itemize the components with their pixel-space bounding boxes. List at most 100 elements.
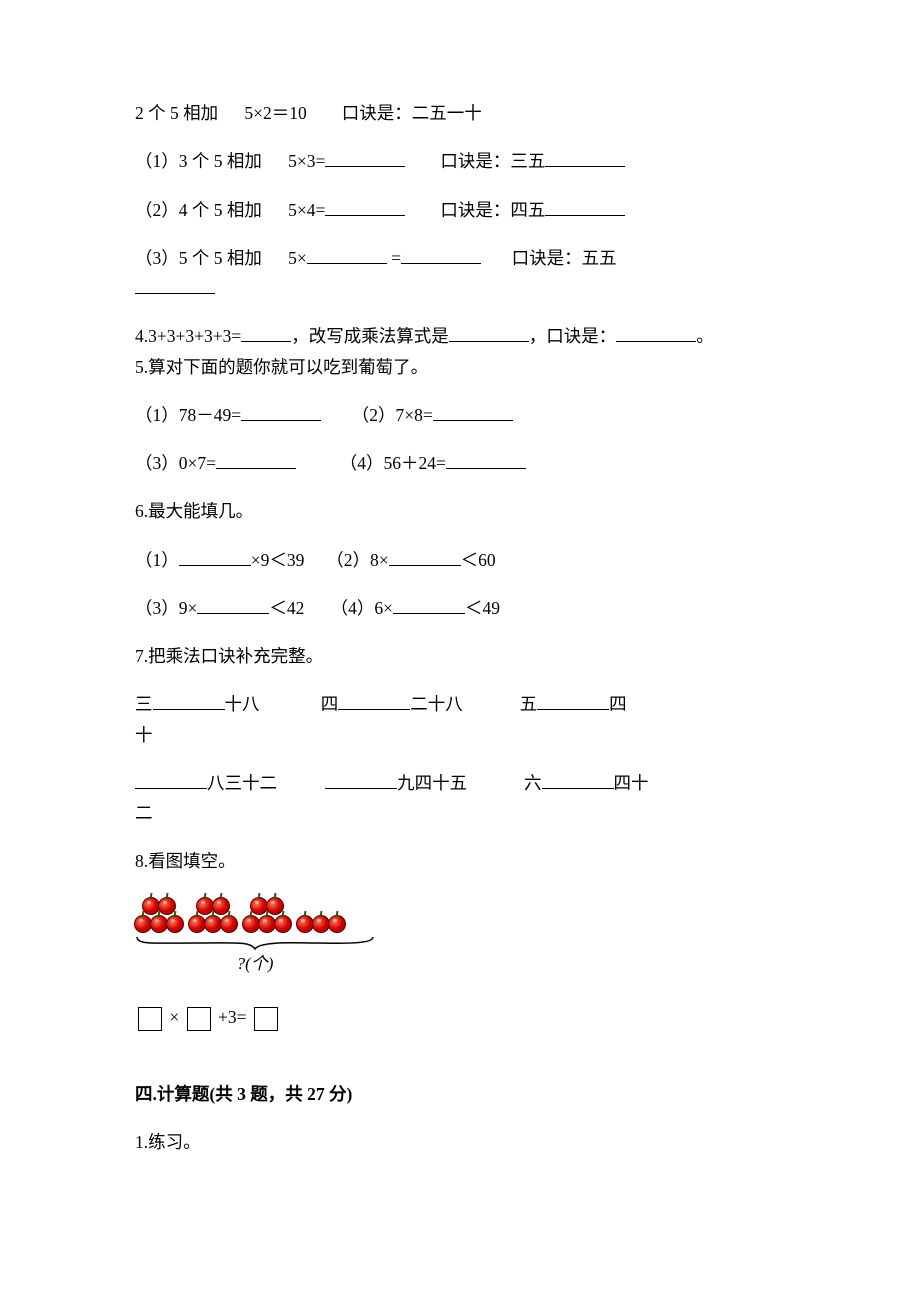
q7r1c-post: 四 <box>609 694 627 714</box>
q4-line: 4.3+3+3+3+3= ，改写成乘法算式是 ，口诀是： 。 <box>135 323 790 349</box>
q7r1b-pre: 四 <box>321 694 339 714</box>
q4-end: 。 <box>696 326 714 346</box>
cherry-group <box>135 897 183 933</box>
q6d-post: ＜49 <box>465 598 500 618</box>
section-4-q1: 1.练习。 <box>135 1129 790 1155</box>
blank[interactable] <box>325 770 397 789</box>
blank[interactable] <box>433 402 513 421</box>
q1-mn: 口诀是：三五 <box>440 151 545 171</box>
q6b-pre: （2）8× <box>326 550 388 570</box>
q3-eq: = <box>387 248 401 268</box>
blank[interactable] <box>135 276 215 295</box>
brace: ?(个) <box>135 935 375 977</box>
q7r1a-post: 十八 <box>225 694 260 714</box>
q5-row2: （3）0×7= （4）56＋24= <box>135 450 790 476</box>
example-line: 2 个 5 相加 5×2＝10 口诀是：二五一十 <box>135 100 790 126</box>
cherry-icon <box>166 915 184 933</box>
q5a: （1）78－49= <box>135 405 241 425</box>
q7r2c-post: 四十 <box>614 773 649 793</box>
blank[interactable] <box>616 324 696 343</box>
cherry-icon <box>328 915 346 933</box>
answer-box[interactable] <box>254 1007 278 1031</box>
ex-desc: 2 个 5 相加 <box>135 103 218 123</box>
q6c-post: ＜42 <box>269 598 304 618</box>
q7r2b-post: 九四十五 <box>397 773 467 793</box>
answer-box[interactable] <box>187 1007 211 1031</box>
q7-row2-tail: 二 <box>135 800 790 826</box>
q2-desc: 4 个 5 相加 <box>179 200 262 220</box>
cherry-group <box>243 897 291 933</box>
q7r2a-post: 八三十二 <box>207 773 277 793</box>
blank[interactable] <box>325 197 405 216</box>
blank[interactable] <box>545 197 625 216</box>
q1-expr: 5×3= <box>288 151 325 171</box>
q7r1b-post: 二十八 <box>410 694 463 714</box>
q6-row1: （1） ×9＜39 （2）8× ＜60 <box>135 547 790 573</box>
q6-row2: （3）9×＜42 （4）6×＜49 <box>135 595 790 621</box>
q7-title: 7.把乘法口诀补充完整。 <box>135 643 790 669</box>
blank[interactable] <box>446 451 526 470</box>
blank[interactable] <box>545 149 625 168</box>
q7r1c-pre: 五 <box>520 694 538 714</box>
section-4-heading: 四.计算题(共 3 题，共 27 分) <box>135 1081 790 1107</box>
answer-box[interactable] <box>138 1007 162 1031</box>
q7-row1: 三 十八 四 二十八 五 四 <box>135 691 790 717</box>
q3-tail-blank <box>135 275 790 301</box>
blank[interactable] <box>449 324 529 343</box>
blank[interactable] <box>393 595 465 614</box>
blank[interactable] <box>542 770 614 789</box>
q4-m2: ，口诀是： <box>529 326 617 346</box>
cherry-figure: ?(个) <box>135 897 790 977</box>
ex-mn-label: 口诀是： <box>342 103 412 123</box>
blank[interactable] <box>401 245 481 264</box>
blank[interactable] <box>325 149 405 168</box>
cherry-groups <box>135 897 790 933</box>
q4-m1: ，改写成乘法算式是 <box>291 326 449 346</box>
q5c: （3）0×7= <box>135 453 216 473</box>
brace-svg <box>135 935 375 951</box>
times-sign: × <box>169 1007 179 1027</box>
blank[interactable] <box>389 547 461 566</box>
q3-mn: 口诀是：五五 <box>512 248 617 268</box>
q5-title: 5.算对下面的题你就可以吃到葡萄了。 <box>135 354 790 380</box>
q2-expr: 5×4= <box>288 200 325 220</box>
q8-expression: × +3= <box>135 1004 790 1031</box>
q3-expr: 5× <box>288 248 307 268</box>
blank[interactable] <box>179 547 251 566</box>
q7r1a-pre: 三 <box>135 694 153 714</box>
q5d: （4）56＋24= <box>340 453 446 473</box>
cherry-icon <box>220 915 238 933</box>
blank[interactable] <box>307 245 387 264</box>
q4-pre: 4.3+3+3+3+3= <box>135 326 241 346</box>
q6a-pre: （1） <box>135 550 179 570</box>
q3-desc: 5 个 5 相加 <box>179 248 262 268</box>
blank[interactable] <box>216 451 296 470</box>
q5b: （2）7×8= <box>352 405 433 425</box>
blank[interactable] <box>153 692 225 711</box>
blank[interactable] <box>135 770 207 789</box>
q7-row1-tail: 十 <box>135 722 790 748</box>
cherry-group <box>189 897 237 933</box>
q8-title: 8.看图填空。 <box>135 848 790 874</box>
worksheet-page: 2 个 5 相加 5×2＝10 口诀是：二五一十 （1）3 个 5 相加 5×3… <box>0 0 920 1302</box>
ex-expr: 5×2＝10 <box>244 103 306 123</box>
q1-desc: 3 个 5 相加 <box>179 151 262 171</box>
q-line-3: （3）5 个 5 相加 5× = 口诀是：五五 <box>135 245 790 271</box>
q1-n: （1） <box>135 151 179 171</box>
blank[interactable] <box>241 402 321 421</box>
ex-mn: 二五一十 <box>412 103 482 123</box>
brace-label: ?(个) <box>135 951 375 977</box>
q2-n: （2） <box>135 200 179 220</box>
cherry-group <box>297 915 345 933</box>
q-line-1: （1）3 个 5 相加 5×3= 口诀是：三五 <box>135 148 790 174</box>
blank[interactable] <box>241 324 291 343</box>
cherry-icon <box>274 915 292 933</box>
blank[interactable] <box>197 595 269 614</box>
q6d-pre: （4）6× <box>331 598 393 618</box>
blank[interactable] <box>338 692 410 711</box>
q6b-post: ＜60 <box>461 550 496 570</box>
q6a-post: ×9＜39 <box>251 550 305 570</box>
q7-row2: 八三十二 九四十五 六四十 <box>135 770 790 796</box>
blank[interactable] <box>537 692 609 711</box>
q3-n: （3） <box>135 248 179 268</box>
